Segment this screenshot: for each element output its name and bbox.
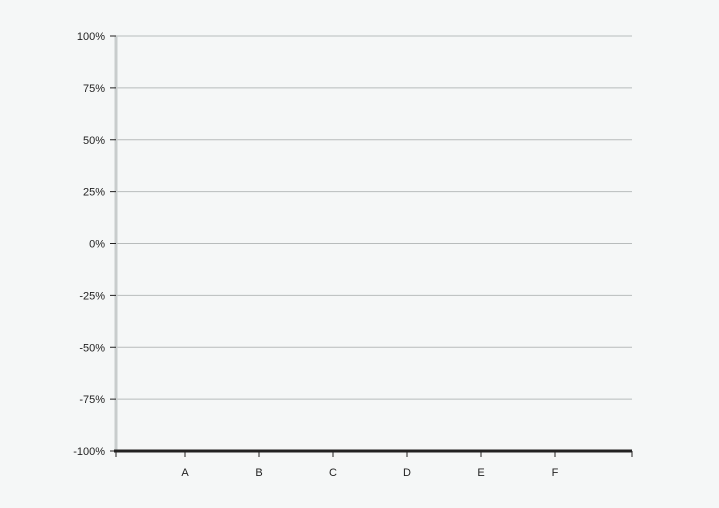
x-axis: A B C D E F: [114, 449, 633, 479]
gridlines: [116, 35, 632, 400]
y-tick-label: -50%: [79, 342, 105, 354]
y-axis: 100% 75% 50% 25% 0% -25% -50% -75% -100%: [73, 31, 118, 458]
x-tick-label: A: [181, 467, 189, 479]
y-tick-label: 75%: [83, 83, 105, 95]
y-tick-label: 25%: [83, 187, 105, 199]
x-tick-label: E: [477, 467, 484, 479]
y-tick-label: -75%: [79, 394, 105, 406]
y-tick-label: -25%: [79, 290, 105, 302]
x-tick-label: B: [255, 467, 262, 479]
y-tick-label: 50%: [83, 135, 105, 147]
x-tick-label: D: [403, 467, 411, 479]
x-tick-label: F: [552, 467, 559, 479]
x-tick-label: C: [329, 467, 337, 479]
y-tick-label: -100%: [73, 446, 105, 458]
y-tick-label: 100%: [77, 31, 105, 43]
y-tick-label: 0%: [89, 239, 105, 251]
